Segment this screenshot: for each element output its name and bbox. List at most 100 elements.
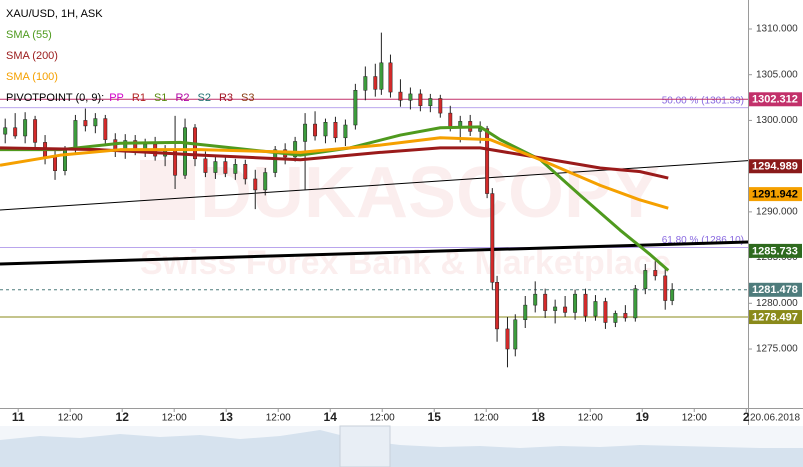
legend-title: XAU/USD, 1H, ASK	[6, 8, 103, 20]
candle-body	[418, 93, 423, 107]
candle-body	[213, 161, 218, 173]
candle	[23, 112, 28, 144]
date-label: 20.06.2018	[750, 413, 800, 424]
candle	[353, 83, 358, 130]
candle-body	[653, 270, 658, 277]
candle	[103, 114, 108, 145]
candle	[313, 111, 318, 141]
legend-pivot-level: R3	[219, 92, 233, 104]
candle-body	[83, 120, 88, 127]
candle-body	[273, 149, 278, 173]
candle-body	[73, 120, 78, 150]
candle	[263, 167, 268, 196]
candle	[418, 89, 423, 112]
candle	[573, 289, 578, 320]
candle	[495, 275, 500, 342]
candle-body	[233, 164, 238, 174]
price-box	[749, 187, 802, 202]
x-tick-label: 15	[428, 410, 442, 424]
y-tick-label: 1280.000	[756, 298, 798, 309]
candle	[603, 297, 608, 329]
candle-body	[603, 301, 608, 323]
candle-body	[293, 141, 298, 158]
candle	[3, 118, 8, 144]
candle-body	[93, 118, 98, 127]
sma-line	[0, 136, 669, 210]
candle-body	[373, 76, 378, 90]
candle	[553, 299, 558, 324]
candle	[343, 119, 348, 147]
candle	[33, 115, 38, 148]
candle-body	[438, 98, 443, 114]
candle	[670, 283, 675, 306]
trendline	[0, 240, 749, 266]
candle-body	[398, 91, 403, 101]
y-tick-label: 1310.000	[756, 24, 798, 35]
navigator-area	[0, 430, 803, 467]
x-tick-label: 12:00	[474, 413, 499, 424]
x-tick-label: 12:00	[58, 413, 83, 424]
candle-body	[408, 93, 413, 101]
candle-body	[303, 123, 308, 142]
price-box	[749, 92, 802, 107]
price-box	[749, 159, 802, 174]
candle-body	[103, 118, 108, 140]
price-box-label: 1302.312	[752, 94, 798, 106]
price-box	[749, 310, 802, 325]
candle	[485, 125, 490, 199]
candle	[438, 94, 443, 118]
watermark: DUKASCOPY Swiss Forex Bank & Marketplace	[140, 153, 671, 282]
candle	[233, 158, 238, 180]
x-tick-label: 12:00	[162, 413, 187, 424]
candle-body	[63, 149, 67, 171]
candle-body	[323, 122, 328, 137]
candle	[398, 79, 403, 107]
candle-body	[523, 304, 528, 321]
candle-body	[533, 293, 538, 306]
candle	[223, 156, 228, 178]
candle-body	[623, 313, 628, 319]
candle	[93, 113, 98, 134]
price-box-label: 1285.733	[752, 245, 798, 257]
candle	[373, 63, 378, 97]
candle	[593, 295, 598, 321]
candle	[663, 268, 668, 310]
candle-body	[343, 124, 348, 139]
candle-body	[593, 301, 598, 317]
candle-body	[253, 178, 258, 191]
x-tick-label: 12:00	[682, 413, 707, 424]
candle-body	[505, 328, 510, 350]
x-tick-label: 18	[532, 410, 546, 424]
legend-pivot-level: R1	[132, 92, 146, 104]
x-tick-label: 2	[743, 410, 750, 424]
candle	[83, 108, 88, 132]
x-tick-label: 19	[636, 410, 650, 424]
legend-pivot-level: R2	[175, 92, 189, 104]
watermark-subtext: Swiss Forex Bank & Marketplace	[140, 244, 671, 282]
candle-body	[485, 128, 490, 194]
navigator-window[interactable]	[339, 425, 391, 467]
candle-body	[379, 62, 384, 90]
sma-line	[0, 125, 670, 272]
candle	[563, 295, 568, 318]
candle-body	[13, 127, 18, 137]
candle	[13, 113, 18, 139]
candle-body	[388, 62, 393, 93]
candle-body	[333, 122, 338, 139]
candle-body	[543, 293, 548, 311]
price-box-label: 1294.989	[752, 161, 798, 173]
candle-body	[478, 128, 483, 132]
x-tick-label: 12:00	[370, 413, 395, 424]
candle	[653, 261, 658, 281]
candle	[323, 118, 328, 144]
x-tick-label: 12:00	[266, 413, 291, 424]
candle	[293, 136, 298, 162]
legend-pivot: PIVOTPOINT (0, 9):	[6, 92, 104, 104]
price-box	[749, 243, 802, 258]
y-tick-label: 1290.000	[756, 207, 798, 218]
x-tick-label: 12	[116, 410, 130, 424]
candle-body	[243, 164, 248, 180]
legend-entry: SMA (200)	[6, 50, 58, 62]
y-tick-label: 1275.000	[756, 344, 798, 355]
